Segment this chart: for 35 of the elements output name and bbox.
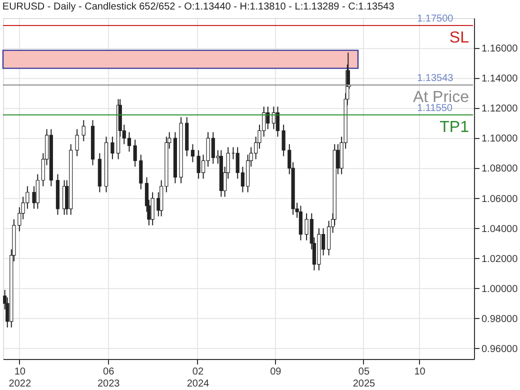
candlestick — [75, 128, 79, 157]
y-tick-label: 0.96000 — [482, 344, 518, 355]
y-tick-label: 1.06000 — [482, 194, 518, 205]
candlestick — [133, 139, 137, 168]
candlestick — [82, 120, 86, 142]
y-tick-label: 1.00000 — [482, 284, 518, 295]
annotation: 1.17500 — [417, 14, 454, 25]
y-tick-label: 1.04000 — [482, 224, 518, 235]
y-tick-label: 1.12000 — [482, 104, 518, 115]
candlestick — [150, 192, 154, 226]
chart-title: EURUSD - Daily - Candlestick 652/652 - O:1.13440 - H:1.13810 - L:1.13289 - C:1.13543 — [2, 2, 395, 13]
y-tick-label: 0.98000 — [482, 314, 518, 325]
x-tick-label: 02 2024 — [186, 366, 210, 390]
x-tick-label: 09 — [270, 366, 282, 378]
candlestick — [190, 144, 195, 163]
y-tick-label: 1.16000 — [482, 44, 518, 55]
candlestick — [110, 136, 114, 160]
candlestick — [298, 205, 303, 241]
candlestick — [36, 174, 40, 210]
y-tick-label: 1.02000 — [482, 254, 518, 265]
x-tick-label: 10 2022 — [8, 366, 32, 390]
candlestick — [276, 106, 280, 138]
y-tick-label: 1.10000 — [482, 134, 518, 145]
candlestick — [139, 154, 143, 190]
annotation: 1.13543 — [417, 72, 454, 84]
ref-line-label: SL — [449, 30, 470, 47]
candlestick — [326, 220, 331, 256]
y-tick-label: 1.14000 — [482, 74, 518, 85]
y-tick-label: 1.08000 — [482, 164, 518, 175]
x-tick-label: 06 2023 — [97, 366, 120, 390]
ref-line-label: TP1 — [440, 118, 470, 136]
x-tick-label: 10 — [414, 366, 426, 378]
candlestick — [282, 124, 286, 157]
x-tick-label: 05 2025 — [352, 366, 376, 390]
annotation: 1.11550 — [417, 102, 453, 114]
